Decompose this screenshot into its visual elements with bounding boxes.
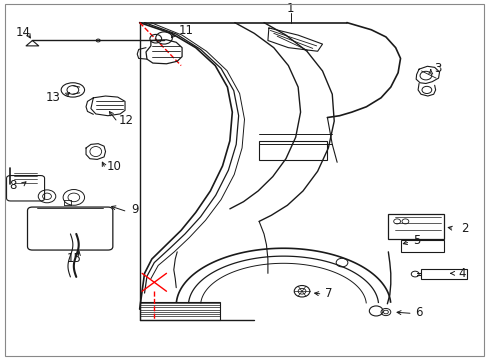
Bar (259, 141, 327, 161)
Bar (140, 302, 220, 320)
Text: 13: 13 (45, 91, 61, 104)
Text: 6: 6 (414, 306, 422, 319)
Bar (420, 269, 467, 279)
Text: 10: 10 (107, 160, 122, 173)
Text: 8: 8 (9, 179, 17, 192)
Text: 3: 3 (434, 62, 441, 75)
Text: 5: 5 (412, 234, 419, 247)
Text: 12: 12 (119, 113, 133, 126)
Text: 1: 1 (286, 3, 294, 15)
Bar (400, 240, 444, 252)
Text: 9: 9 (131, 203, 139, 216)
Bar (387, 214, 444, 239)
Text: 11: 11 (178, 24, 193, 37)
Text: 15: 15 (66, 252, 81, 265)
Text: 7: 7 (325, 287, 332, 300)
Text: 2: 2 (461, 222, 468, 235)
Text: 14: 14 (15, 26, 30, 39)
Text: 4: 4 (457, 267, 465, 280)
